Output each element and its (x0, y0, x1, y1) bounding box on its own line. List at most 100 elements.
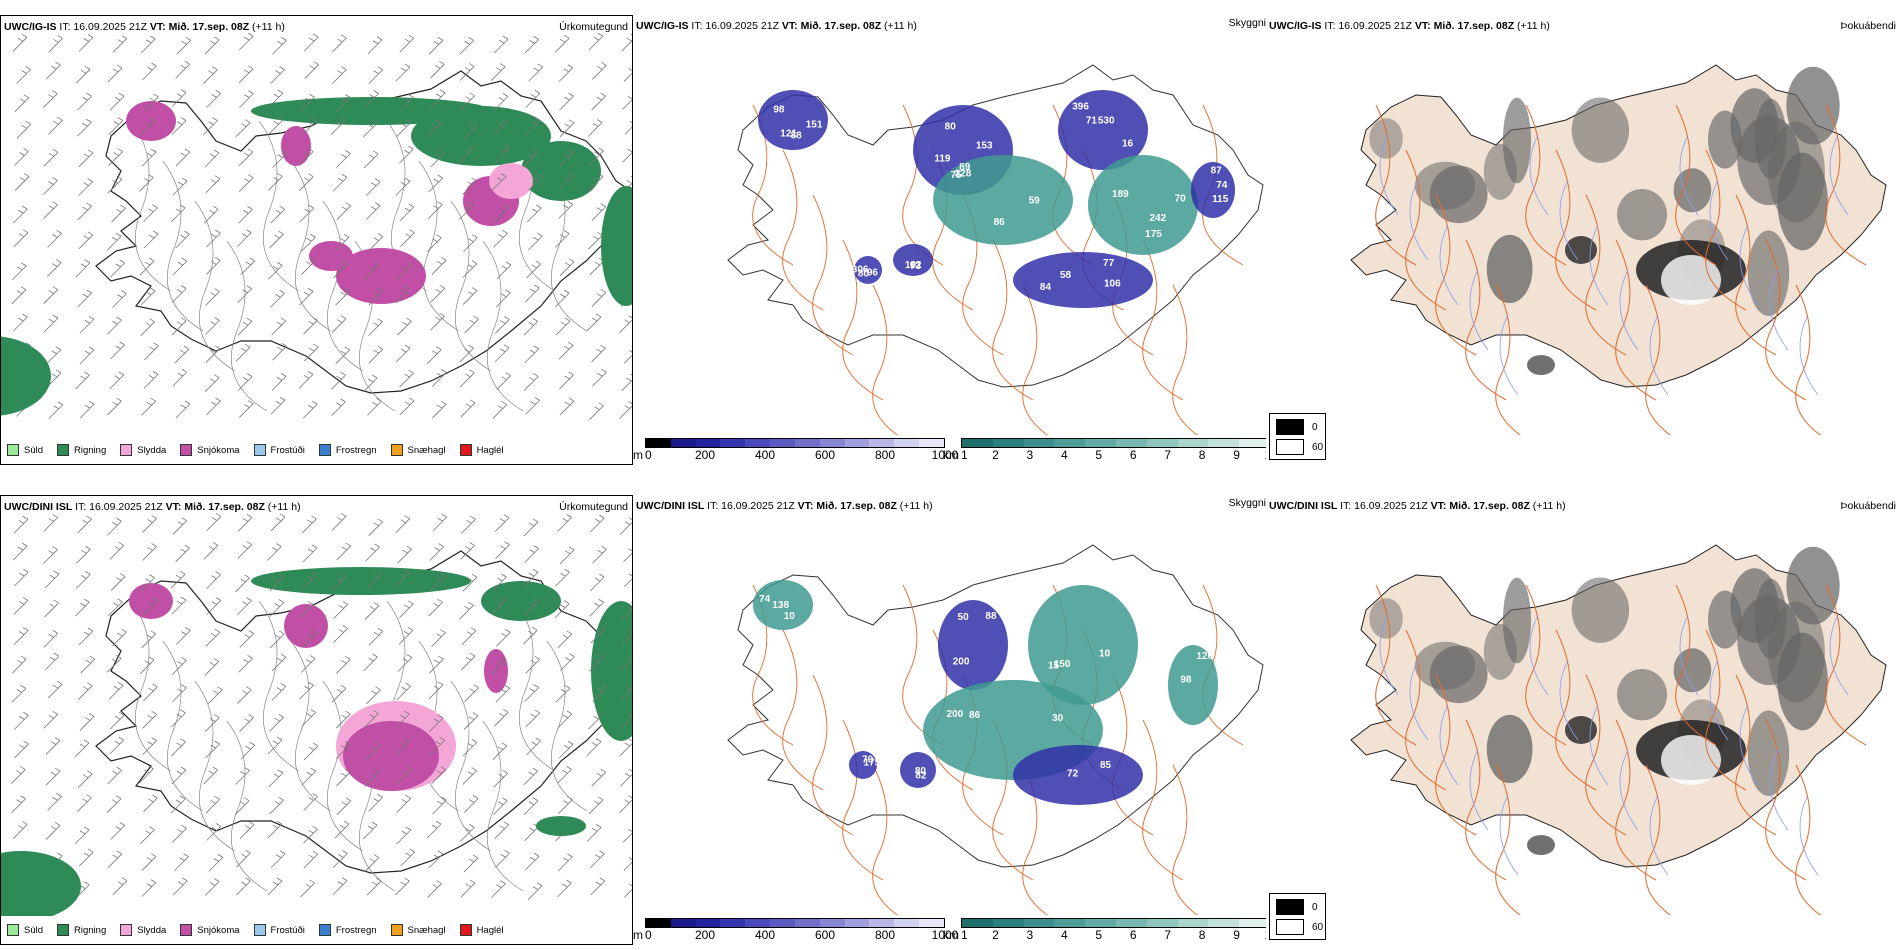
wind-barb (170, 795, 186, 814)
colorbar-cell (1239, 919, 1266, 927)
visibility-value: 89 (959, 162, 971, 173)
wind-barb (299, 681, 314, 700)
wind-barb (493, 797, 508, 816)
river-line (1529, 134, 1549, 216)
road-line (1705, 629, 1747, 791)
wind-barb (302, 117, 318, 135)
wind-barb (79, 346, 95, 365)
road-line (130, 120, 172, 292)
mid-visibility-area (1088, 155, 1198, 255)
wind-barb (586, 738, 602, 756)
wind-barb (426, 119, 442, 138)
wind-barb (431, 256, 447, 275)
visibility-value: 86 (994, 217, 1006, 228)
colorbar-tick-label: 1000 (931, 448, 959, 462)
low-visibility-area (758, 90, 828, 150)
wind-barb (77, 289, 92, 308)
wind-barb (528, 63, 544, 82)
wind-barb (172, 824, 187, 843)
wind-barb (559, 546, 575, 565)
visibility-value: 58 (1060, 270, 1072, 281)
wind-barb (589, 257, 605, 276)
fog-indicator-area (1747, 710, 1790, 796)
wind-barb (267, 543, 282, 561)
visibility-colorbar-km: km1 2 3 4 5 6 7 8 9 10 (943, 438, 1266, 462)
wind-barb (494, 514, 510, 532)
road-line (194, 680, 236, 852)
wind-barb (204, 36, 220, 55)
wind-barb (462, 260, 478, 278)
wind-barb (14, 94, 30, 112)
wind-barb (78, 178, 93, 196)
wind-barb (43, 286, 59, 304)
map-title: Úrkomutegund (559, 501, 628, 513)
wind-barb (462, 738, 478, 757)
wind-barb (430, 312, 445, 331)
precip-map-canvas (1, 512, 632, 916)
wind-barb (365, 202, 381, 220)
colorbar-tick-label: 2 (992, 928, 999, 942)
fog-legend: 0 60 (1269, 413, 1326, 460)
wind-barb (171, 89, 187, 107)
wind-barb (141, 879, 157, 897)
wind-barb (270, 289, 285, 308)
wind-barb (523, 767, 538, 786)
colorbar-cell (1115, 919, 1147, 927)
wind-barb (400, 229, 415, 247)
wind-barb (362, 821, 378, 840)
wind-barb (622, 709, 632, 728)
wind-barb (203, 205, 219, 224)
wind-barb (107, 64, 123, 83)
map-title: Úrkomutegund (559, 21, 628, 33)
fog-indicator-area (1502, 577, 1532, 664)
wind-barb (140, 826, 155, 844)
legend-item: Súld (7, 444, 43, 456)
wind-barb (172, 257, 188, 276)
river-line (1739, 224, 1759, 306)
wind-barb (368, 570, 383, 588)
colorbar-cell (794, 439, 820, 447)
wind-barb (431, 629, 446, 647)
wind-barb (591, 344, 606, 363)
road-line (992, 239, 1034, 401)
wind-barb (206, 229, 221, 248)
wind-barb (426, 346, 442, 364)
wind-barb (239, 714, 254, 732)
wind-barb (139, 174, 154, 192)
wind-barb (464, 684, 479, 702)
road-line (1435, 194, 1477, 356)
wind-barb (432, 513, 448, 532)
wind-barb (623, 548, 632, 563)
river-line (1379, 134, 1399, 216)
wind-barb (395, 177, 411, 196)
rain-area (1, 336, 51, 416)
road-line (1375, 104, 1417, 266)
wind-barb (336, 797, 352, 816)
colorbar-tick-label: 800 (874, 928, 896, 942)
snow-area (343, 721, 439, 791)
map-header: UWC/DINI ISL IT: 16.09.2025 21Z VT: Mið.… (4, 501, 301, 513)
wind-barb (331, 371, 346, 390)
legend-swatch (120, 444, 133, 456)
precip-legend: Súld Rigning Slydda Snjókoma Frostúði Frostre… (7, 444, 504, 456)
wind-barb (206, 513, 222, 531)
wind-barb (12, 33, 28, 52)
wind-barb (203, 117, 218, 135)
road-line (450, 200, 492, 372)
fog-indicator-area (1502, 97, 1532, 184)
wind-barb (268, 769, 284, 788)
snow-area (284, 604, 328, 648)
wind-barb (176, 627, 191, 645)
map-header: UWC/IG-IS IT: 16.09.2025 21Z VT: Mið. 17… (636, 20, 917, 32)
wind-barb (368, 287, 384, 306)
visibility-colorbar-km: km1 2 3 4 5 6 7 8 9 10 (943, 918, 1266, 942)
wind-barb (524, 345, 539, 364)
wind-barb (208, 854, 224, 872)
colorbar-cell (919, 439, 944, 447)
wind-barb (172, 657, 187, 675)
low-visibility-area (893, 244, 933, 276)
wind-barb (13, 627, 29, 645)
wind-barb (270, 513, 286, 532)
wind-barb (235, 343, 251, 362)
visibility-map-igis: UWC/IG-IS IT: 16.09.2025 21Z VT: Mið. 17… (633, 15, 1266, 465)
